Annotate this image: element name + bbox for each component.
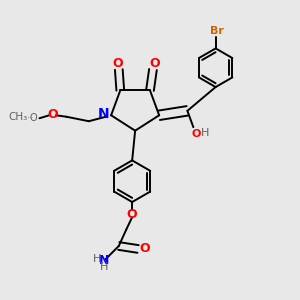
Text: O: O xyxy=(112,56,123,70)
Text: O: O xyxy=(149,56,160,70)
Text: O: O xyxy=(47,108,58,121)
Text: methoxy: methoxy xyxy=(28,117,34,118)
Text: O: O xyxy=(127,208,137,221)
Text: O: O xyxy=(139,242,150,255)
Text: N: N xyxy=(98,107,109,122)
Text: CH₃: CH₃ xyxy=(8,112,28,122)
Text: H: H xyxy=(100,262,108,272)
Text: O: O xyxy=(192,129,201,139)
Text: N: N xyxy=(99,254,109,267)
Text: Br: Br xyxy=(210,26,224,36)
Text: H: H xyxy=(201,128,209,137)
Text: O: O xyxy=(30,113,37,123)
Text: H: H xyxy=(93,254,101,264)
